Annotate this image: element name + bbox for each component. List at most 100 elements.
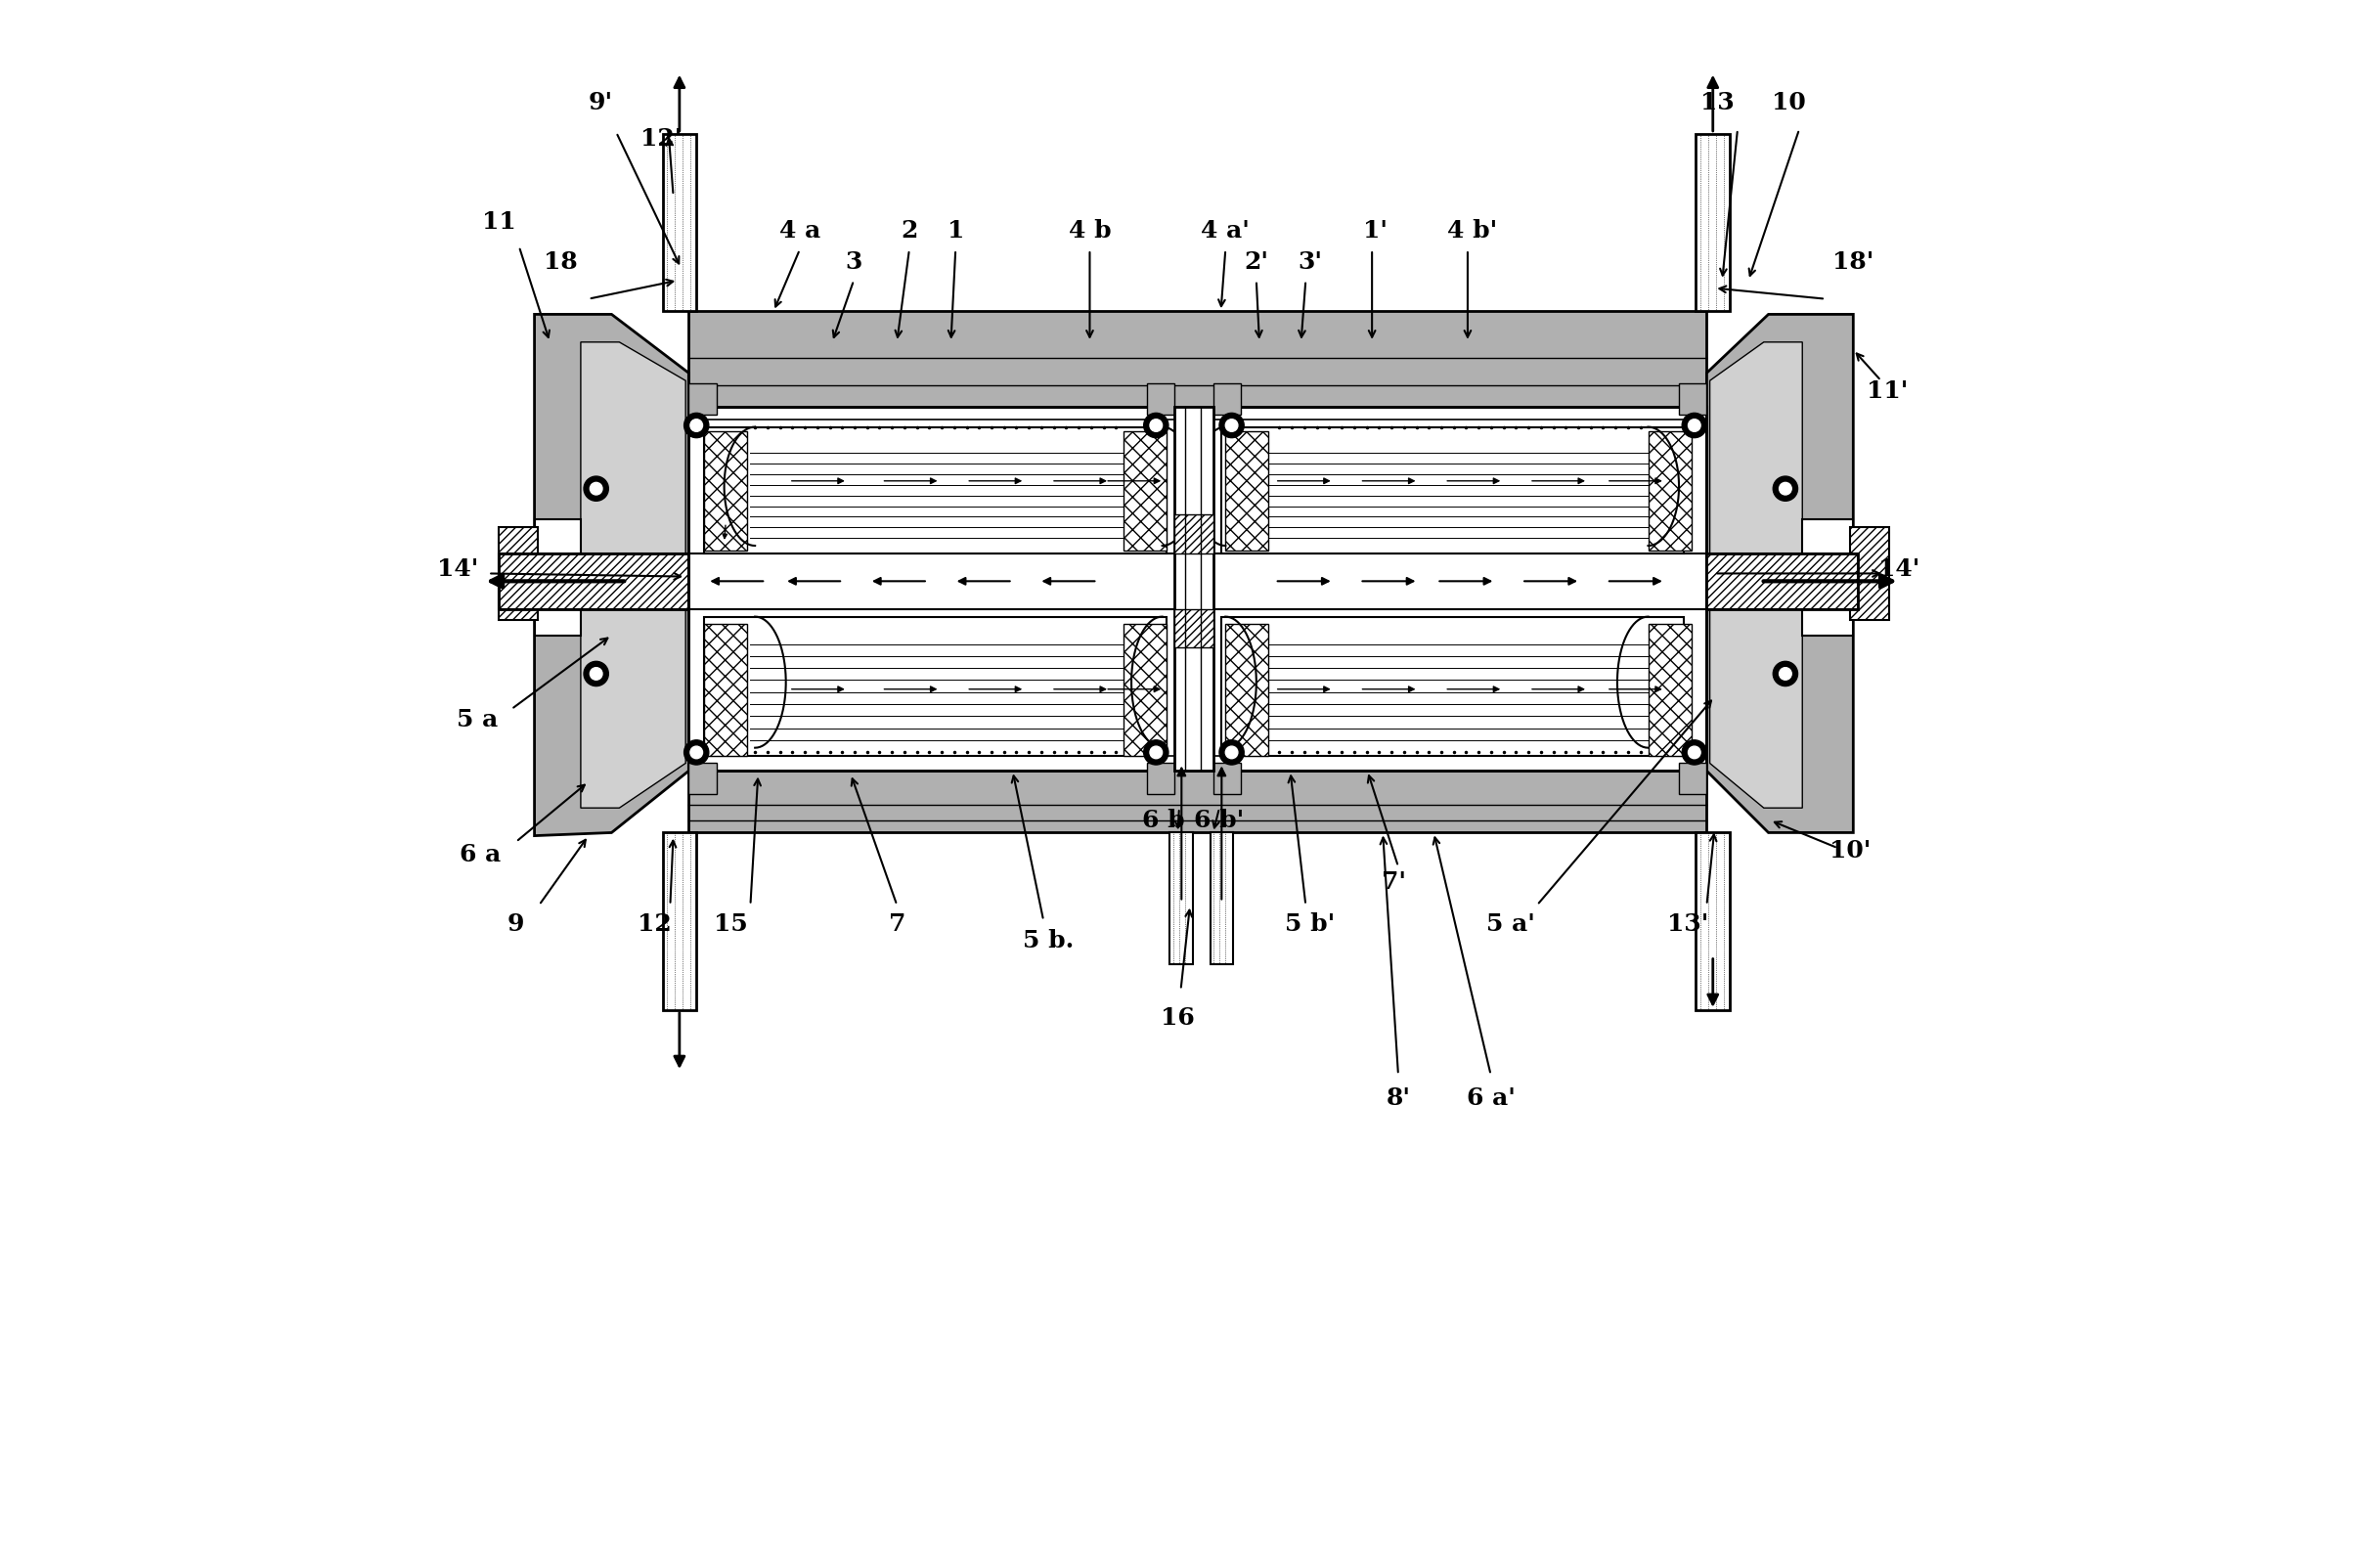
Text: 1': 1' <box>1364 220 1388 243</box>
Bar <box>1176 515 1214 554</box>
Text: 14': 14' <box>1878 557 1921 580</box>
Text: 9': 9' <box>588 91 614 115</box>
Text: 12': 12' <box>640 127 681 150</box>
Bar <box>662 833 697 1009</box>
Bar <box>1226 432 1269 551</box>
Text: 10: 10 <box>1771 91 1806 115</box>
Text: 3': 3' <box>1297 251 1323 274</box>
Text: 6 a: 6 a <box>459 842 502 865</box>
Polygon shape <box>536 520 581 635</box>
Text: 4 a': 4 a' <box>1202 220 1250 243</box>
Bar <box>704 432 747 551</box>
Text: 16: 16 <box>1161 1006 1195 1029</box>
Bar <box>1147 384 1176 415</box>
Text: 9: 9 <box>507 912 524 935</box>
Text: 13: 13 <box>1702 91 1735 115</box>
Bar <box>662 133 697 311</box>
Circle shape <box>1687 420 1702 432</box>
Bar <box>1226 624 1269 755</box>
Text: 6 b: 6 b <box>1142 808 1185 831</box>
Text: 18: 18 <box>543 251 578 274</box>
Circle shape <box>590 667 602 680</box>
Text: 1: 1 <box>947 220 964 243</box>
Polygon shape <box>688 311 1706 407</box>
Circle shape <box>1219 413 1245 438</box>
Circle shape <box>1773 477 1797 502</box>
Text: 12: 12 <box>638 912 671 935</box>
Circle shape <box>1145 413 1169 438</box>
Bar <box>1221 427 1683 554</box>
Bar <box>1706 554 1859 608</box>
Circle shape <box>583 477 609 502</box>
Text: 3: 3 <box>845 251 862 274</box>
Circle shape <box>1150 746 1161 759</box>
Bar <box>1647 624 1692 755</box>
Bar <box>704 427 1166 554</box>
Bar <box>1147 763 1176 794</box>
Bar <box>688 384 716 415</box>
Circle shape <box>1683 740 1706 765</box>
Circle shape <box>683 740 709 765</box>
Text: 7: 7 <box>888 912 904 935</box>
Circle shape <box>683 413 709 438</box>
Text: 6 a': 6 a' <box>1466 1087 1516 1110</box>
Text: 8': 8' <box>1385 1087 1411 1110</box>
Bar <box>704 616 1166 755</box>
Bar <box>1849 528 1890 619</box>
Text: 5 b.: 5 b. <box>1023 929 1073 952</box>
Bar <box>1697 133 1730 311</box>
Bar <box>1176 608 1214 647</box>
Circle shape <box>1687 746 1702 759</box>
Text: 11': 11' <box>1866 379 1909 402</box>
Polygon shape <box>1706 314 1854 833</box>
Bar <box>1678 384 1706 415</box>
Circle shape <box>690 420 702 432</box>
Polygon shape <box>688 771 1706 833</box>
Text: 2: 2 <box>900 220 919 243</box>
Text: 5 a: 5 a <box>457 709 497 732</box>
Bar <box>688 763 716 794</box>
Bar <box>1214 384 1240 415</box>
Circle shape <box>583 661 609 686</box>
Bar <box>1697 833 1730 1009</box>
Circle shape <box>1150 420 1161 432</box>
Bar <box>1647 432 1692 551</box>
Text: 2': 2' <box>1245 251 1269 274</box>
Bar <box>704 624 747 755</box>
Text: 14': 14' <box>436 557 478 580</box>
Bar <box>1706 554 1859 608</box>
Text: 5 b': 5 b' <box>1285 912 1335 935</box>
Text: 4 a: 4 a <box>778 220 821 243</box>
Bar <box>1209 833 1233 964</box>
Polygon shape <box>1802 520 1854 635</box>
Bar <box>1221 616 1683 755</box>
Circle shape <box>1226 420 1238 432</box>
Circle shape <box>1219 740 1245 765</box>
Bar <box>1678 763 1706 794</box>
Circle shape <box>1780 667 1792 680</box>
Text: 13': 13' <box>1668 912 1709 935</box>
Polygon shape <box>1709 342 1802 808</box>
Circle shape <box>1145 740 1169 765</box>
Circle shape <box>590 483 602 495</box>
Bar <box>1176 407 1214 771</box>
Text: 10': 10' <box>1830 839 1871 862</box>
Bar <box>1123 624 1166 755</box>
Bar <box>1123 432 1166 551</box>
Circle shape <box>690 746 702 759</box>
Circle shape <box>1683 413 1706 438</box>
Circle shape <box>1780 483 1792 495</box>
Polygon shape <box>536 314 688 836</box>
Text: 4 b': 4 b' <box>1447 220 1497 243</box>
Circle shape <box>1226 746 1238 759</box>
Text: 15: 15 <box>714 912 747 935</box>
Bar <box>500 528 538 619</box>
Polygon shape <box>581 342 685 808</box>
Text: 7': 7' <box>1380 870 1407 893</box>
Bar <box>1214 763 1240 794</box>
Bar <box>1171 833 1192 964</box>
Bar <box>688 554 1706 608</box>
Text: 6 b': 6 b' <box>1195 808 1245 831</box>
Text: 18': 18' <box>1833 251 1873 274</box>
Text: 4 b: 4 b <box>1069 220 1111 243</box>
